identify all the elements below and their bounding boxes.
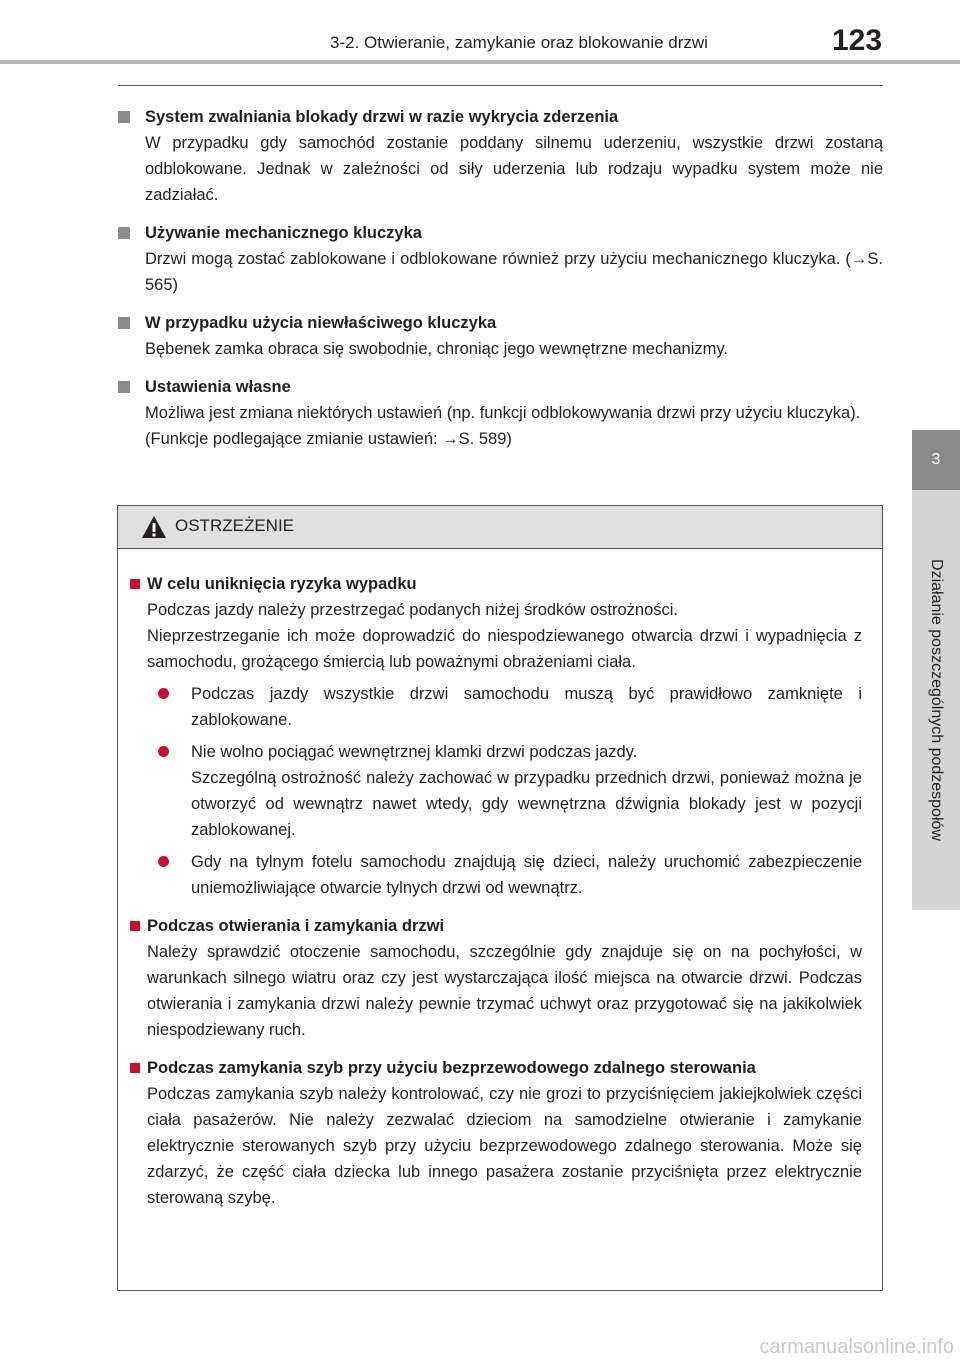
paragraph: Bębenek zamka obraca się swobodnie, chro…	[145, 340, 729, 358]
main-content: System zwalniania blokady drzwi w razie …	[118, 100, 883, 460]
paragraph: Podczas zamykania szyb należy kontrolowa…	[147, 1085, 862, 1207]
spacer	[118, 452, 883, 460]
warning-title: OSTRZEŻENIE	[175, 516, 295, 535]
warning-icon	[142, 516, 166, 538]
watermark: carmanualsonline.info	[759, 1336, 954, 1358]
warning-body: W celu uniknięcia ryzyka wypadku Podczas …	[118, 549, 882, 1219]
page-number: 123	[832, 24, 883, 57]
top-rule	[118, 85, 883, 86]
warning-header: OSTRZEŻENIE	[118, 506, 882, 549]
section-heading: W celu uniknięcia ryzyka wypadku	[130, 571, 862, 597]
bullet-text: Gdy na tylnym fotelu samochodu znajdują …	[191, 853, 862, 897]
header-rule	[0, 60, 960, 64]
bullet-item: Nie wolno pociągać wewnętrznej klamki dr…	[130, 739, 862, 843]
section-heading: Podczas zamykania szyb przy użyciu bezpr…	[130, 1055, 862, 1081]
section-heading: Podczas otwierania i zamykania drzwi	[130, 913, 862, 939]
paragraph: (Funkcje podlegające zmianie ustawień: →…	[145, 430, 512, 448]
paragraph: Podczas jazdy należy przestrzegać podany…	[147, 601, 679, 619]
chapter-number: 3	[912, 430, 960, 490]
paragraph: Możliwa jest zmiana niektórych ustawień …	[145, 404, 861, 422]
spacer	[118, 298, 883, 306]
spacer	[118, 362, 883, 370]
section-heading: Używanie mechanicznego kluczyka	[118, 220, 883, 246]
bullet-item: Gdy na tylnym fotelu samochodu znajdują …	[130, 849, 862, 901]
warning-box: OSTRZEŻENIE W celu uniknięcia ryzyka wyp…	[117, 505, 883, 1291]
spacer	[130, 1211, 862, 1219]
paragraph: W przypadku gdy samochód zostanie poddan…	[145, 134, 883, 204]
spacer	[130, 1043, 862, 1051]
bullet-text: Nie wolno pociągać wewnętrznej klamki dr…	[191, 743, 638, 761]
section-heading: W przypadku użycia niewłaściwego kluczyk…	[118, 310, 883, 336]
spacer	[130, 901, 862, 909]
bullet-item: Podczas jazdy wszystkie drzwi samochodu …	[130, 681, 862, 733]
paragraph: Nieprzestrzeganie ich może doprowadzić d…	[147, 627, 862, 671]
bullet-text: Podczas jazdy wszystkie drzwi samochodu …	[191, 685, 862, 729]
section-heading: System zwalniania blokady drzwi w razie …	[118, 104, 883, 130]
paragraph: Drzwi mogą zostać zablokowane i odblokow…	[145, 250, 883, 294]
bullet-text: Szczególną ostrożność należy zachować w …	[191, 769, 862, 839]
spacer	[118, 208, 883, 216]
header-title: 3-2. Otwieranie, zamykanie oraz blokowan…	[330, 33, 708, 52]
paragraph: Należy sprawdzić otoczenie samochodu, sz…	[147, 943, 862, 1039]
chapter-title: Działanie poszczególnych podzespołów	[928, 559, 945, 841]
section-heading: Ustawienia własne	[118, 374, 883, 400]
chapter-tab: Działanie poszczególnych podzespołów	[912, 490, 960, 910]
